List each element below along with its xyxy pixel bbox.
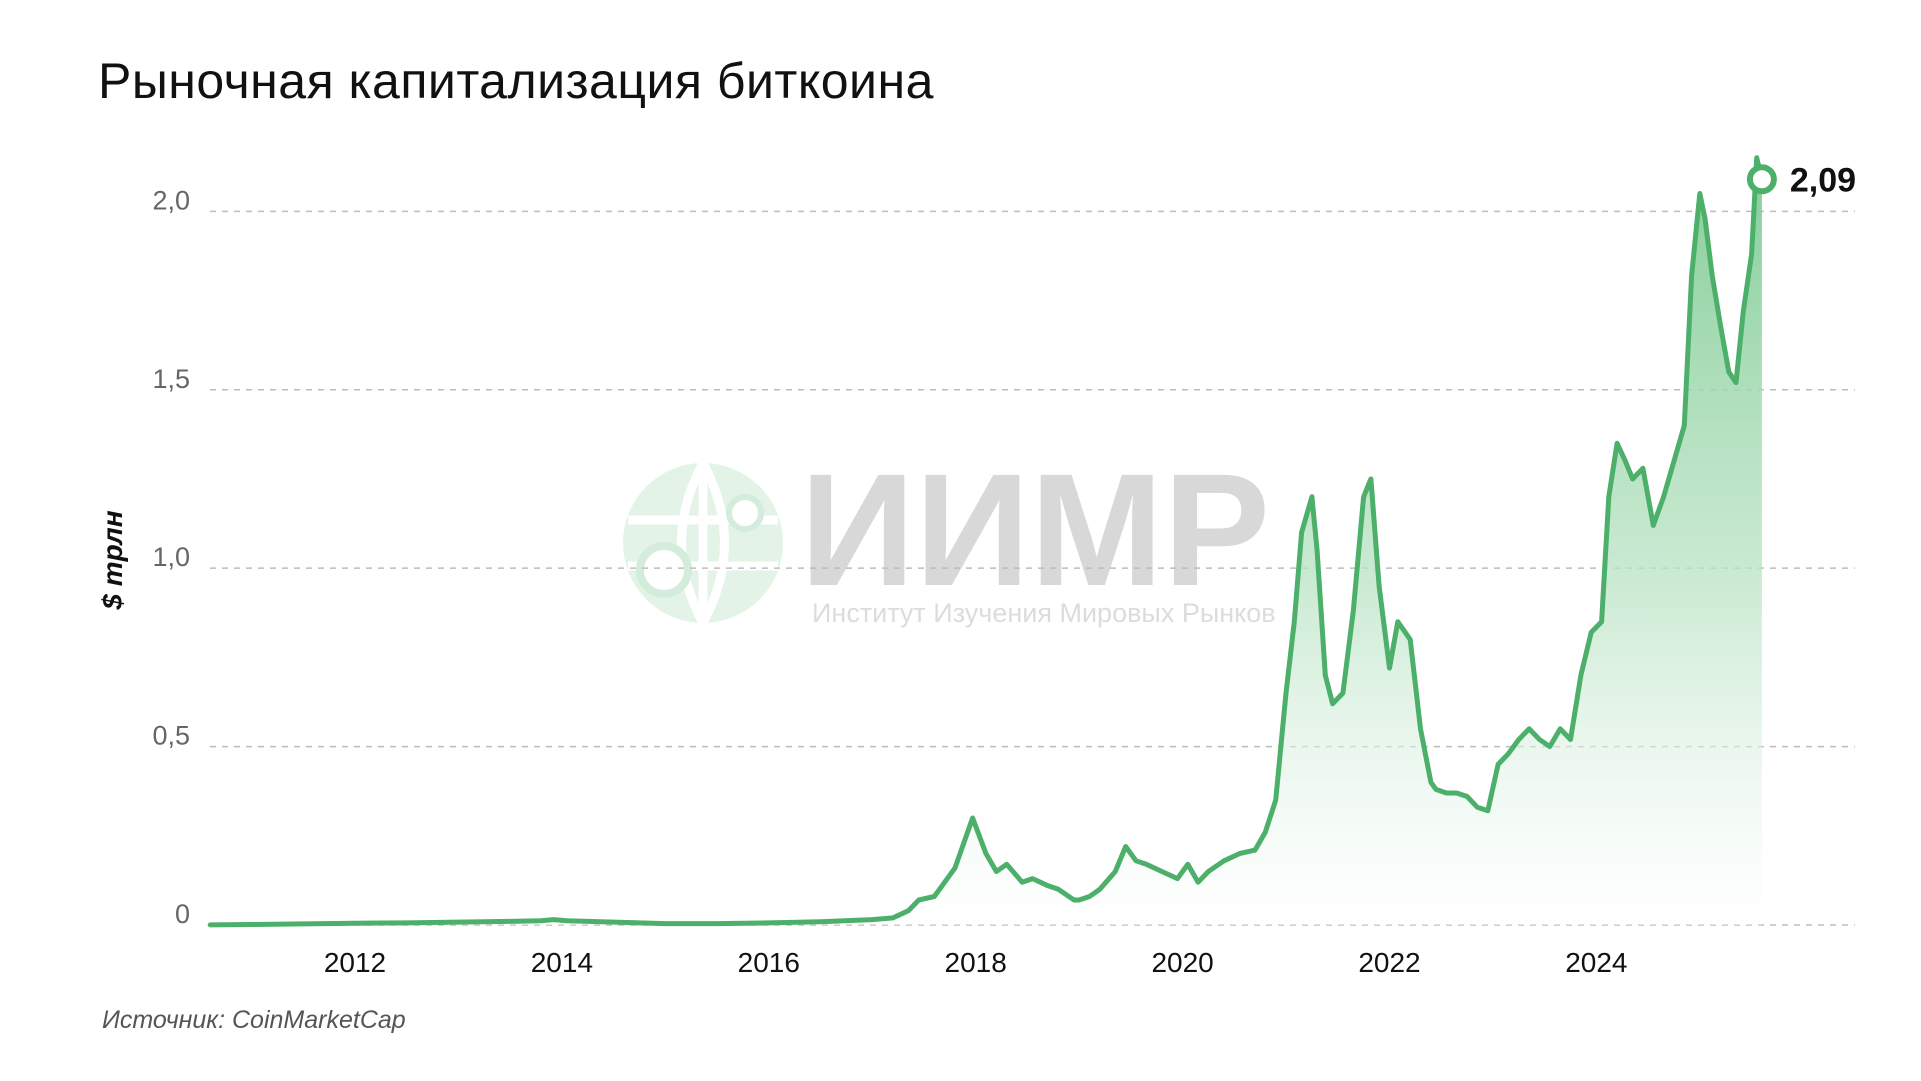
globe-logo-icon <box>623 460 783 626</box>
x-tick-label: 2018 <box>945 947 1007 978</box>
y-tick-label: 1,0 <box>152 542 190 572</box>
watermark: ИИМР Институт Изучения Мировых Рынков <box>623 440 1276 628</box>
series-line <box>207 155 1765 928</box>
y-tick-label: 0,5 <box>152 721 190 751</box>
x-tick-label: 2022 <box>1358 947 1420 978</box>
x-tick-label: 2016 <box>738 947 800 978</box>
series-area <box>210 157 1762 926</box>
watermark-title: ИИМР <box>800 440 1270 619</box>
x-tick-label: 2020 <box>1151 947 1213 978</box>
source-note: Источник: CoinMarketCap <box>102 1006 406 1034</box>
x-axis-ticks: 2012 2014 2016 2018 2020 2022 2024 <box>324 947 1628 978</box>
chart-title: Рыночная капитализация биткоина <box>98 53 934 109</box>
y-tick-label: 2,0 <box>152 185 190 215</box>
last-value-label: 2,09 <box>1790 161 1856 199</box>
y-tick-label: 0 <box>175 899 190 929</box>
x-tick-label: 2024 <box>1565 947 1627 978</box>
x-tick-label: 2014 <box>531 947 593 978</box>
y-axis-label: $ трлн <box>97 510 128 610</box>
x-tick-label: 2012 <box>324 947 386 978</box>
y-axis-ticks: 0 0,5 1,0 1,5 2,0 <box>152 185 190 929</box>
last-value-marker <box>1746 164 1777 195</box>
watermark-subtitle: Институт Изучения Мировых Рынков <box>812 598 1276 628</box>
y-tick-label: 1,5 <box>152 364 190 394</box>
